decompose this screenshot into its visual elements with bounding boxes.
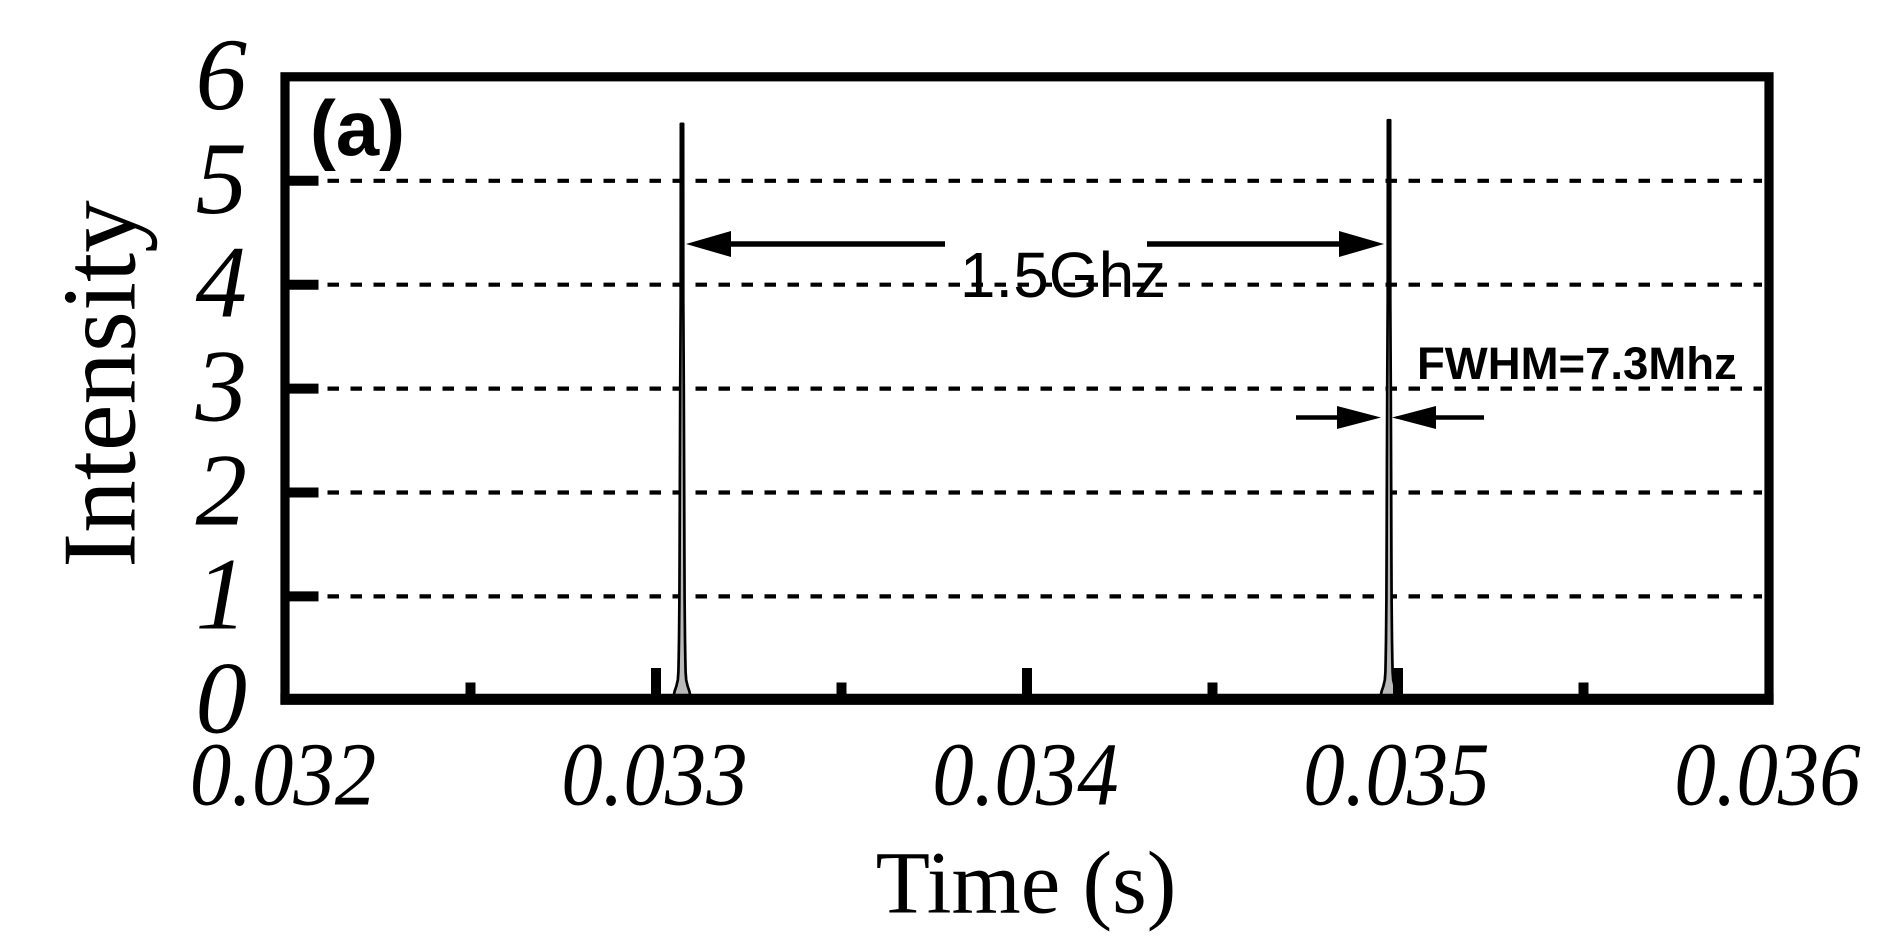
svg-text:6: 6 xyxy=(196,18,248,132)
svg-text:3: 3 xyxy=(195,330,248,444)
svg-text:1.5Ghz: 1.5Ghz xyxy=(960,239,1166,311)
svg-text:0: 0 xyxy=(196,641,248,755)
svg-text:0.035: 0.035 xyxy=(1303,724,1489,824)
svg-text:4: 4 xyxy=(196,226,248,340)
svg-text:FWHM=7.3Mhz: FWHM=7.3Mhz xyxy=(1417,338,1737,389)
svg-text:(a): (a) xyxy=(310,84,405,172)
svg-text:Intensity: Intensity xyxy=(41,200,158,568)
svg-text:1: 1 xyxy=(196,537,248,651)
svg-text:0.032: 0.032 xyxy=(190,724,376,824)
svg-text:0.034: 0.034 xyxy=(932,724,1118,824)
svg-text:0.033: 0.033 xyxy=(561,724,747,824)
svg-text:5: 5 xyxy=(196,122,248,236)
svg-text:2: 2 xyxy=(196,434,248,548)
svg-text:0.036: 0.036 xyxy=(1674,724,1860,824)
svg-text:Time (s): Time (s) xyxy=(876,835,1177,933)
